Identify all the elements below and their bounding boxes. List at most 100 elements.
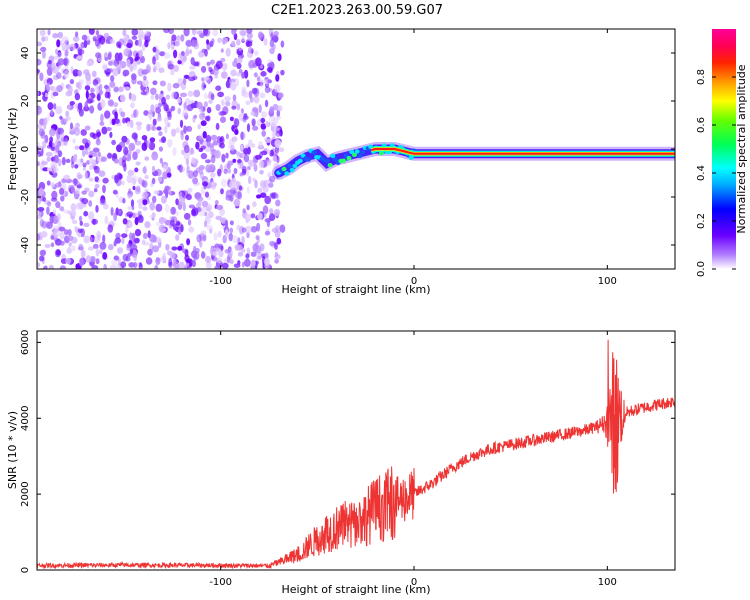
spectrogram-noise-cell [274, 139, 282, 148]
spectrogram-noise-cell [169, 216, 174, 221]
spectrogram-noise-cell [50, 146, 55, 151]
spectrogram-ridge-cell [408, 155, 414, 160]
spectrogram-noise-cell [90, 87, 95, 94]
spectrogram-noise-cell [144, 174, 149, 180]
spectrogram-noise-cell [99, 199, 107, 206]
spectrogram-noise-cell [236, 103, 241, 111]
spectrogram-noise-cell [154, 61, 161, 71]
spectrogram-noise-cell [185, 39, 193, 47]
spectrogram-noise-cell [104, 110, 111, 119]
spectrogram-noise-cell [200, 120, 207, 127]
spectrogram-noise-cell [267, 62, 273, 68]
spectrogram-noise-cell [208, 99, 213, 104]
spectrogram-noise-cell [141, 44, 146, 52]
spectrogram-noise-cell [152, 56, 156, 65]
spectrogram-noise-cell [138, 49, 143, 58]
spectrogram-y-label: Frequency (Hz) [6, 108, 19, 191]
spectrogram-noise-cell [48, 264, 54, 269]
spectrogram-noise-cell [150, 87, 157, 96]
spectrogram-noise-cell [219, 137, 224, 143]
spectrogram-noise-cell [134, 39, 139, 46]
spectrogram-noise-cell [231, 29, 237, 36]
spectrogram-noise-cell [280, 40, 285, 48]
spectrogram-noise-cell [175, 127, 181, 134]
spectrogram-noise-cell [159, 94, 164, 99]
spectrogram-noise-cell [83, 222, 90, 228]
spectrogram-noise-cell [93, 188, 98, 193]
spectrogram-noise-cell [50, 182, 55, 188]
spectrogram-noise-cell [118, 173, 124, 180]
spectrogram-y-tick-label: 20 [20, 95, 31, 108]
spectrogram-noise-cell [102, 177, 109, 184]
spectrogram-noise-cell [70, 184, 76, 194]
spectrogram-noise-cell [144, 156, 150, 161]
spectrogram-noise-cell [102, 234, 106, 244]
spectrogram-noise-cell [165, 108, 173, 114]
spectrogram-noise-cell [39, 249, 46, 256]
spectrogram-noise-cell [246, 204, 250, 211]
spectrogram-noise-cell [78, 79, 84, 84]
spectrogram-noise-cell [220, 57, 226, 63]
spectrogram-noise-cell [142, 165, 147, 175]
spectrogram-noise-cell [133, 261, 138, 269]
spectrogram-noise-cell [158, 67, 165, 73]
spectrogram-x-tick-label: -100 [209, 276, 232, 287]
spectrogram-noise-cell [46, 167, 53, 172]
spectrogram-noise-cell [142, 199, 148, 206]
spectrogram-noise-cell [106, 127, 112, 131]
spectrogram-noise-cell [137, 39, 143, 47]
spectrogram-noise-cell [167, 112, 172, 121]
spectrogram-noise-cell [210, 144, 215, 153]
spectrogram-noise-cell [264, 195, 272, 205]
spectrogram-noise-cell [225, 189, 233, 198]
spectrogram-noise-cell [85, 255, 92, 263]
spectrogram-noise-cell [217, 37, 223, 44]
spectrogram-noise-cell [38, 212, 42, 218]
spectrogram-noise-cell [134, 57, 138, 62]
spectrogram-noise-cell [272, 155, 278, 162]
spectrogram-noise-cell [201, 181, 209, 187]
spectrogram-noise-cell [91, 70, 97, 78]
spectrogram-noise-cell [85, 149, 89, 156]
spectrogram-noise-cell [198, 135, 204, 141]
spectrogram-noise-cell [250, 111, 255, 116]
spectrogram-noise-cell [74, 145, 80, 150]
spectrogram-noise-cell [277, 105, 283, 112]
spectrogram-noise-cell [226, 163, 231, 169]
spectrogram-noise-cell [237, 56, 243, 64]
spectrogram-noise-cell [237, 190, 243, 200]
spectrogram-noise-cell [140, 91, 147, 96]
spectrogram-noise-cell [110, 75, 115, 83]
spectrogram-noise-cell [117, 208, 123, 217]
spectrogram-noise-cell [96, 131, 101, 137]
spectrogram-noise-cell [242, 91, 250, 98]
spectrogram-noise-cell [67, 103, 71, 110]
spectrogram-noise-cell [55, 249, 61, 256]
spectrogram-noise-cell [274, 258, 279, 264]
spectrogram-noise-cell [260, 181, 267, 189]
spectrogram-noise-cell [188, 204, 196, 209]
spectrogram-noise-cell [199, 239, 203, 248]
spectrogram-noise-cell [158, 176, 163, 182]
spectrogram-noise-cell [218, 243, 223, 250]
spectrogram-noise-cell [109, 220, 115, 226]
spectrogram-noise-cell [235, 181, 241, 187]
spectrogram-noise-cell [107, 99, 114, 107]
spectrogram-noise-cell [246, 40, 253, 47]
spectrogram-noise-cell [123, 146, 129, 156]
spectrogram-noise-cell [76, 158, 84, 167]
spectrogram-noise-cell [268, 29, 274, 37]
spectrogram-noise-cell [50, 235, 55, 240]
spectrogram-noise-cell [172, 147, 177, 157]
spectrogram-noise-cell [218, 142, 222, 148]
spectrogram-noise-cell [199, 112, 206, 121]
spectrogram-noise-cell [65, 158, 71, 163]
spectrogram-noise-cell [195, 141, 200, 150]
spectrogram-noise-cell [251, 143, 256, 148]
spectrogram-noise-cell [167, 138, 173, 148]
spectrogram-noise-cell [201, 65, 207, 73]
spectrogram-noise-cell [164, 203, 170, 213]
spectrogram-noise-cell [133, 254, 138, 262]
spectrogram-noise-cell [243, 113, 248, 118]
spectrogram-noise-cell [123, 38, 127, 47]
